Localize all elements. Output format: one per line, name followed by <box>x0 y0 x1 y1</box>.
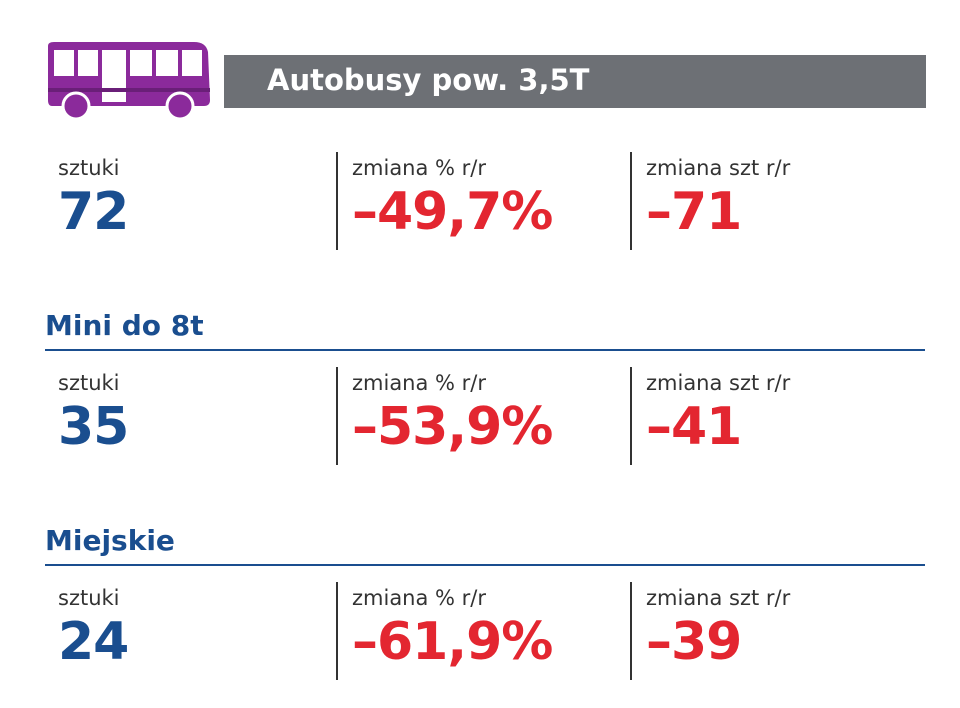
stat-label: zmiana % r/r <box>352 156 487 180</box>
section-rule <box>45 349 925 351</box>
column-divider <box>630 582 632 680</box>
stat-label: sztuki <box>58 586 120 610</box>
stat-value: –39 <box>646 612 742 672</box>
section-rule <box>45 564 925 566</box>
header-bar <box>224 55 926 108</box>
bus-icon <box>48 42 210 120</box>
stat-label: zmiana szt r/r <box>646 586 791 610</box>
stat-label: zmiana szt r/r <box>646 371 791 395</box>
stat-value: 72 <box>58 182 129 242</box>
column-divider <box>336 582 338 680</box>
section-title: Mini do 8t <box>45 309 204 342</box>
stat-label: zmiana % r/r <box>352 371 487 395</box>
section-title: Miejskie <box>45 524 175 557</box>
stat-label: sztuki <box>58 371 120 395</box>
column-divider <box>336 152 338 250</box>
header-title: Autobusy pow. 3,5T <box>267 63 590 97</box>
stat-value: –71 <box>646 182 742 242</box>
stat-label: sztuki <box>58 156 120 180</box>
stat-value: 24 <box>58 612 129 672</box>
column-divider <box>336 367 338 465</box>
column-divider <box>630 367 632 465</box>
stat-label: zmiana szt r/r <box>646 156 791 180</box>
stat-value: –61,9% <box>352 612 553 672</box>
column-divider <box>630 152 632 250</box>
stat-value: –41 <box>646 397 742 457</box>
stat-value: –49,7% <box>352 182 553 242</box>
stat-value: –53,9% <box>352 397 553 457</box>
stat-value: 35 <box>58 397 129 457</box>
stat-label: zmiana % r/r <box>352 586 487 610</box>
